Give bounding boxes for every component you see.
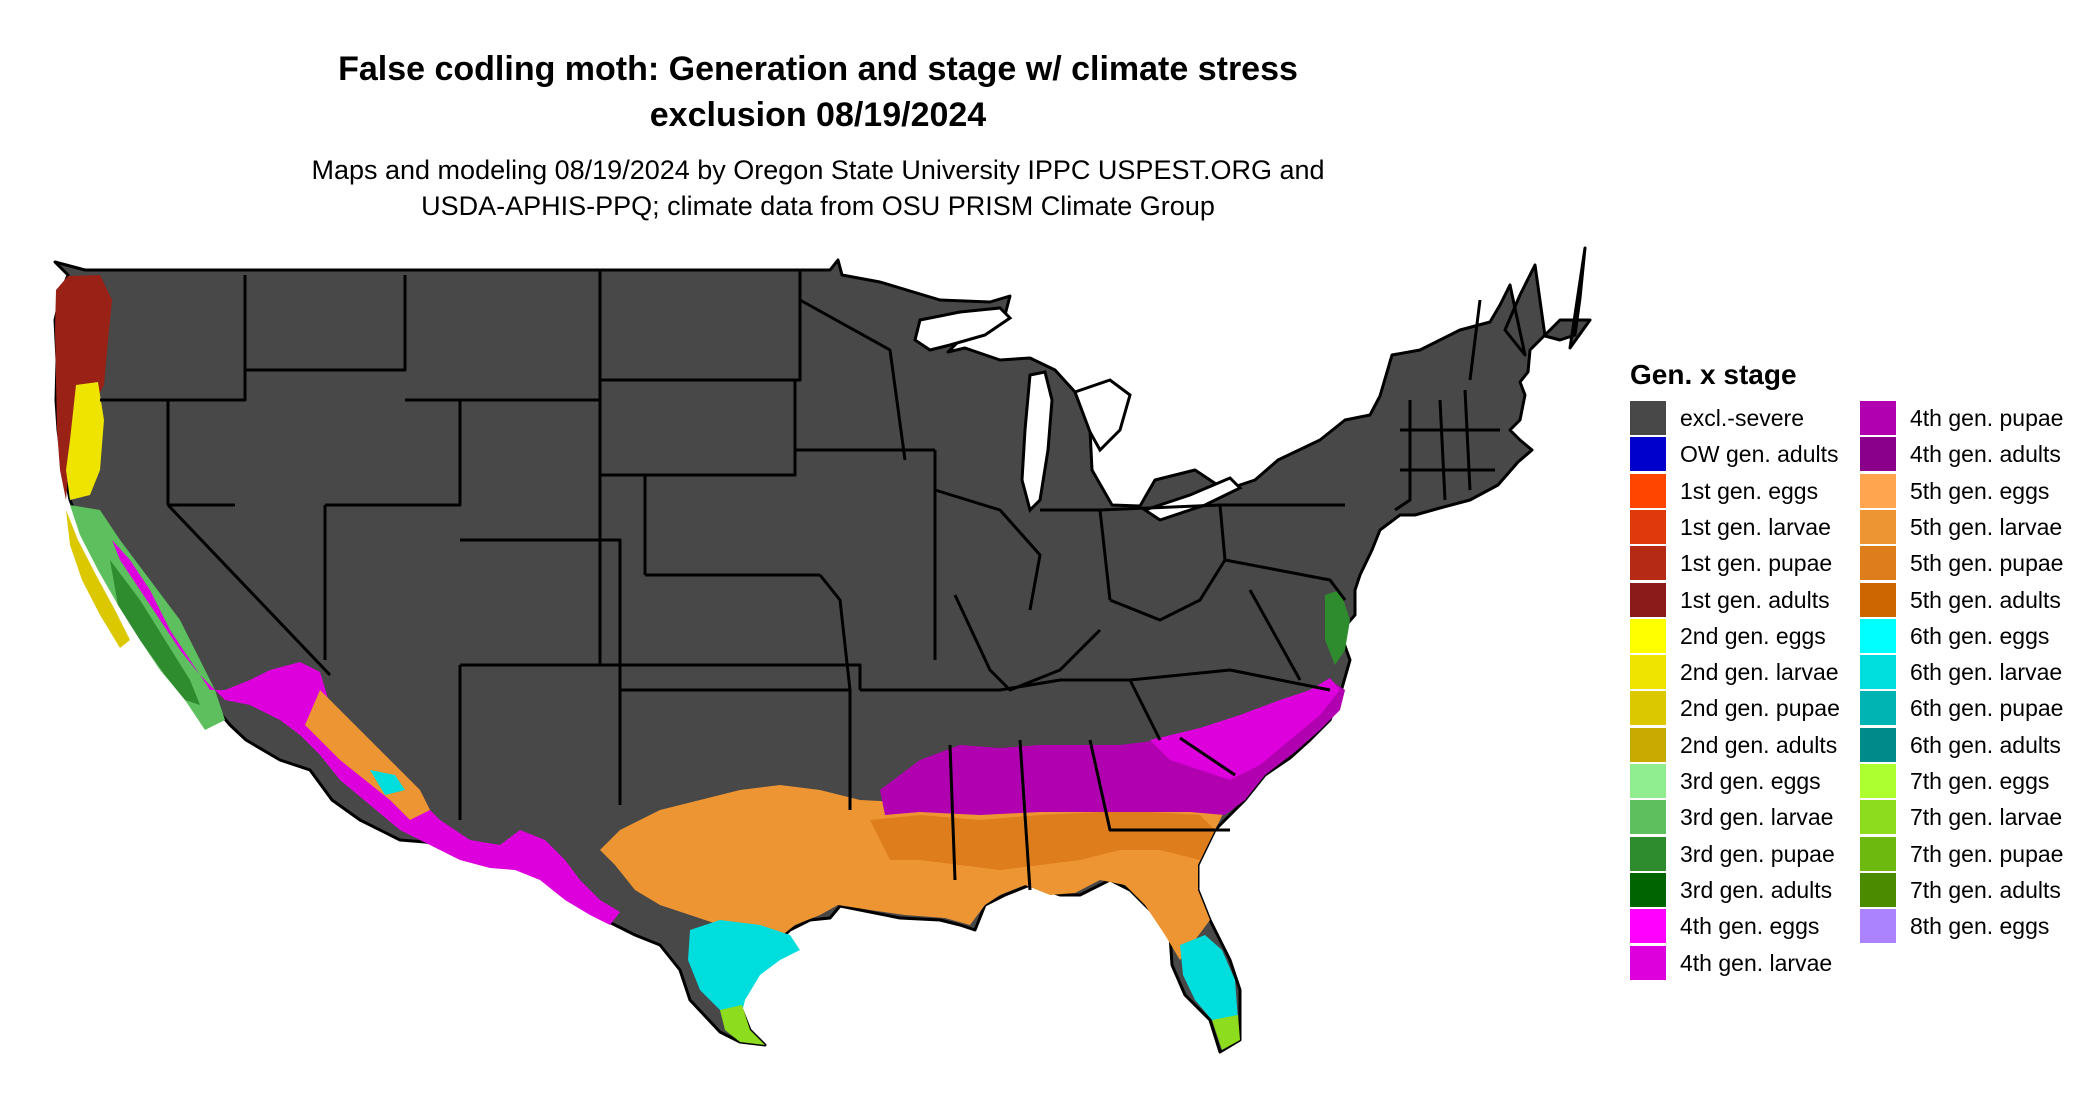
lake-superior xyxy=(913,306,1013,352)
legend-swatch xyxy=(1860,618,1896,653)
legend-label: 7th gen. pupae xyxy=(1910,840,2064,867)
legend-label: 8th gen. eggs xyxy=(1910,913,2050,940)
legend-label: 3rd gen. eggs xyxy=(1680,768,1821,794)
legend-label: 6th gen. larvae xyxy=(1910,659,2063,686)
map-title-line-2: exclusion 08/19/2024 xyxy=(649,96,987,134)
legend-swatch xyxy=(1860,437,1896,472)
map-subtitle-line-2: USDA-APHIS-PPQ; climate data from OSU PR… xyxy=(421,191,1215,221)
legend-swatch xyxy=(1630,618,1666,653)
legend-label: 1st gen. pupae xyxy=(1680,550,1833,577)
legend-swatch xyxy=(1630,764,1666,798)
legend-label: 5th gen. larvae xyxy=(1910,513,2063,540)
zone-2nd-gen-pupae-coast xyxy=(66,510,130,648)
zone-7th-gen-larvae-tx xyxy=(720,1005,765,1045)
legend-swatch xyxy=(1630,437,1666,472)
legend-swatch xyxy=(1860,582,1896,617)
legend-label: 5th gen. pupae xyxy=(1910,550,2064,577)
zone-7th-gen-larvae-fl xyxy=(1212,1015,1240,1050)
legend-label: 4th gen. eggs xyxy=(1680,913,1820,940)
zone-3rd-gen-pupae xyxy=(110,560,200,705)
legend-swatch xyxy=(1630,691,1666,726)
lake-erie xyxy=(1141,476,1243,522)
map-title-line-1: False codling moth: Generation and stage… xyxy=(338,50,1298,88)
state-borders xyxy=(100,270,1500,891)
legend-swatch xyxy=(1630,909,1666,944)
legend-label: 6th gen. pupae xyxy=(1910,695,2064,722)
legend-label: 4th gen. larvae xyxy=(1680,949,1833,976)
legend-swatch xyxy=(1630,546,1666,581)
legend-swatch xyxy=(1860,509,1896,544)
legend-label: 1st gen. adults xyxy=(1680,586,1830,613)
legend-label: 6th gen. eggs xyxy=(1910,622,2050,649)
legend-swatch xyxy=(1860,691,1896,726)
legend-swatch xyxy=(1630,582,1666,617)
legend-label: OW gen. adults xyxy=(1680,441,1839,468)
legend-swatch xyxy=(1630,872,1666,907)
legend-label: 1st gen. eggs xyxy=(1680,477,1819,504)
legend-label: excl.-severe xyxy=(1680,405,1804,431)
legend-swatch xyxy=(1860,909,1896,944)
zone-6th-gen-larvae-tx xyxy=(688,920,800,1020)
legend-swatch xyxy=(1860,655,1896,690)
legend-swatch xyxy=(1860,764,1896,798)
zone-3rd-gen-eggs-east xyxy=(1325,590,1350,665)
legend-label: 4th gen. adults xyxy=(1910,441,2061,468)
zone-4th-gen-pupae-southeast xyxy=(880,680,1345,815)
lake-michigan xyxy=(1020,370,1054,513)
legend-label: 7th gen. adults xyxy=(1910,876,2061,903)
map-subtitle-line-1: Maps and modeling 08/19/2024 by Oregon S… xyxy=(311,155,1325,185)
zone-4th-gen-larvae-southeast xyxy=(1150,678,1340,780)
legend-swatch xyxy=(1860,401,1896,435)
legend-label: 7th gen. larvae xyxy=(1910,804,2063,831)
legend-swatch xyxy=(1630,945,1666,980)
lake-huron xyxy=(1073,378,1132,453)
legend-swatch xyxy=(1860,836,1896,871)
zone-5th-gen-pupae-south xyxy=(870,812,1215,870)
legend-swatch xyxy=(1860,473,1896,508)
legend-label: 2nd gen. larvae xyxy=(1680,659,1839,686)
legend-swatch xyxy=(1630,727,1666,762)
zone-4th-gen-larvae-west xyxy=(112,540,620,925)
zone-6th-gen-larvae-az xyxy=(370,770,405,795)
legend-label: 2nd gen. pupae xyxy=(1680,695,1840,722)
legend-label: 3rd gen. adults xyxy=(1680,876,1833,903)
zone-2nd-gen-larvae xyxy=(66,382,104,500)
legend-label: 1st gen. larvae xyxy=(1680,513,1831,540)
legend-label: 2nd gen. eggs xyxy=(1680,622,1826,649)
legend-label: 5th gen. adults xyxy=(1910,586,2061,613)
legend-swatch xyxy=(1630,655,1666,690)
legend-swatch xyxy=(1630,401,1666,435)
legend-swatch xyxy=(1630,509,1666,544)
legend-label: 7th gen. eggs xyxy=(1910,768,2050,794)
legend-swatch xyxy=(1860,872,1896,907)
legend-swatch xyxy=(1860,800,1896,835)
legend-swatch xyxy=(1630,800,1666,835)
legend-swatch xyxy=(1630,836,1666,871)
legend-label: 6th gen. adults xyxy=(1910,731,2061,758)
legend-label: 4th gen. pupae xyxy=(1910,405,2064,431)
legend-title: Gen. x stage xyxy=(1630,359,1797,390)
legend: Gen. x stage excl.-severe OW gen. adults 1… xyxy=(1630,358,2090,998)
legend-label: 5th gen. eggs xyxy=(1910,477,2050,504)
legend-label: 2nd gen. adults xyxy=(1680,731,1838,758)
legend-label: 3rd gen. larvae xyxy=(1680,804,1834,831)
legend-swatch xyxy=(1630,473,1666,508)
legend-swatch xyxy=(1860,727,1896,762)
legend-label: 3rd gen. pupae xyxy=(1680,840,1835,867)
legend-swatch xyxy=(1860,546,1896,581)
zone-6th-gen-larvae-fl xyxy=(1180,935,1238,1035)
